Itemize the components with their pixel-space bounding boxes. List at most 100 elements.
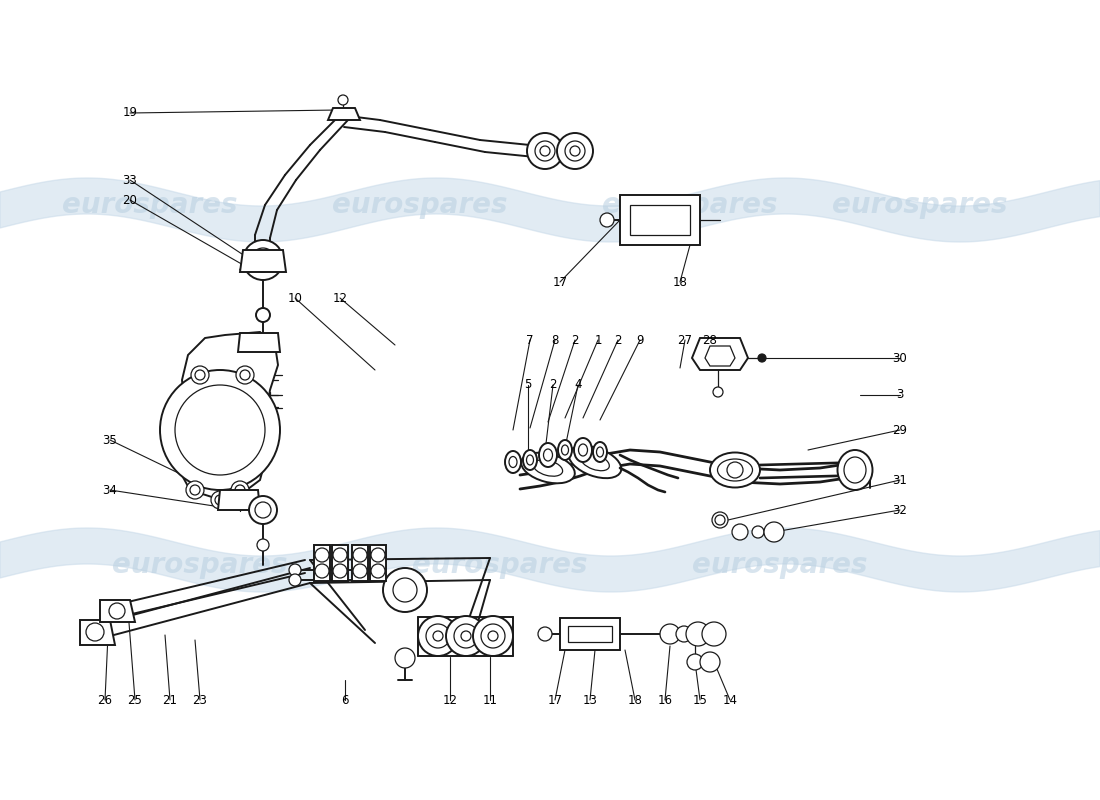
Circle shape <box>713 387 723 397</box>
Text: 30: 30 <box>892 351 907 365</box>
Polygon shape <box>100 600 135 622</box>
Circle shape <box>315 548 329 562</box>
Ellipse shape <box>522 450 537 470</box>
Circle shape <box>175 385 265 475</box>
Circle shape <box>214 495 225 505</box>
Text: eurospares: eurospares <box>63 191 238 219</box>
Ellipse shape <box>558 440 572 460</box>
Polygon shape <box>218 490 260 510</box>
Text: 14: 14 <box>723 694 737 706</box>
Circle shape <box>243 240 283 280</box>
Ellipse shape <box>527 455 534 465</box>
Circle shape <box>333 564 346 578</box>
Circle shape <box>426 624 450 648</box>
Ellipse shape <box>596 447 604 457</box>
Polygon shape <box>620 195 700 245</box>
Circle shape <box>257 539 270 551</box>
Ellipse shape <box>574 438 592 462</box>
Text: 9: 9 <box>636 334 644 346</box>
Circle shape <box>473 616 513 656</box>
Circle shape <box>371 564 385 578</box>
Circle shape <box>540 146 550 156</box>
Text: 1: 1 <box>594 334 602 346</box>
Circle shape <box>353 564 367 578</box>
Circle shape <box>565 141 585 161</box>
Polygon shape <box>238 333 280 352</box>
Text: 18: 18 <box>628 694 642 706</box>
Circle shape <box>538 627 552 641</box>
Circle shape <box>235 485 245 495</box>
Circle shape <box>688 654 703 670</box>
Circle shape <box>160 370 280 490</box>
Text: 31: 31 <box>892 474 907 486</box>
Text: 2: 2 <box>614 334 622 346</box>
Polygon shape <box>314 545 330 581</box>
Circle shape <box>236 366 254 384</box>
Circle shape <box>395 648 415 668</box>
Circle shape <box>186 481 204 499</box>
Circle shape <box>240 370 250 380</box>
Polygon shape <box>352 545 368 581</box>
Ellipse shape <box>521 453 575 483</box>
Circle shape <box>686 622 710 646</box>
Text: 11: 11 <box>483 694 497 706</box>
Circle shape <box>727 462 742 478</box>
Circle shape <box>700 652 720 672</box>
Circle shape <box>333 548 346 562</box>
Text: 2: 2 <box>571 334 579 346</box>
Text: 3: 3 <box>896 389 904 402</box>
Text: 25: 25 <box>128 694 142 706</box>
Polygon shape <box>240 255 285 270</box>
Text: 10: 10 <box>287 291 303 305</box>
Polygon shape <box>240 250 286 272</box>
Circle shape <box>289 564 301 576</box>
Text: eurospares: eurospares <box>833 191 1008 219</box>
Circle shape <box>454 624 478 648</box>
Circle shape <box>676 626 692 642</box>
Circle shape <box>251 248 275 272</box>
Ellipse shape <box>837 450 872 490</box>
Polygon shape <box>332 545 348 581</box>
Ellipse shape <box>539 443 557 467</box>
Circle shape <box>600 213 614 227</box>
Text: 13: 13 <box>583 694 597 706</box>
Polygon shape <box>178 332 278 498</box>
Circle shape <box>535 141 556 161</box>
Ellipse shape <box>509 457 517 467</box>
Ellipse shape <box>710 453 760 487</box>
Ellipse shape <box>569 446 622 478</box>
Text: 12: 12 <box>332 291 348 305</box>
Polygon shape <box>705 346 735 366</box>
Text: eurospares: eurospares <box>603 191 778 219</box>
Text: 8: 8 <box>551 334 559 346</box>
Polygon shape <box>630 205 690 235</box>
Circle shape <box>249 496 277 524</box>
Text: eurospares: eurospares <box>112 551 288 579</box>
Text: 17: 17 <box>548 694 562 706</box>
Text: 27: 27 <box>678 334 693 346</box>
Circle shape <box>446 616 486 656</box>
Circle shape <box>353 548 367 562</box>
Circle shape <box>732 524 748 540</box>
Ellipse shape <box>543 449 552 461</box>
Text: 15: 15 <box>693 694 707 706</box>
Text: 6: 6 <box>341 694 349 706</box>
Ellipse shape <box>561 445 569 455</box>
Text: 18: 18 <box>672 275 688 289</box>
Circle shape <box>255 502 271 518</box>
Text: 20: 20 <box>122 194 138 206</box>
Text: 4: 4 <box>574 378 582 391</box>
Ellipse shape <box>844 457 866 483</box>
Text: 7: 7 <box>526 334 534 346</box>
Circle shape <box>393 578 417 602</box>
Ellipse shape <box>534 460 562 476</box>
Ellipse shape <box>581 454 609 470</box>
Text: 34: 34 <box>102 483 118 497</box>
Circle shape <box>109 603 125 619</box>
Polygon shape <box>568 626 612 642</box>
Text: 5: 5 <box>525 378 531 391</box>
Polygon shape <box>80 620 116 645</box>
Circle shape <box>190 485 200 495</box>
Text: 33: 33 <box>122 174 138 186</box>
Circle shape <box>211 491 229 509</box>
